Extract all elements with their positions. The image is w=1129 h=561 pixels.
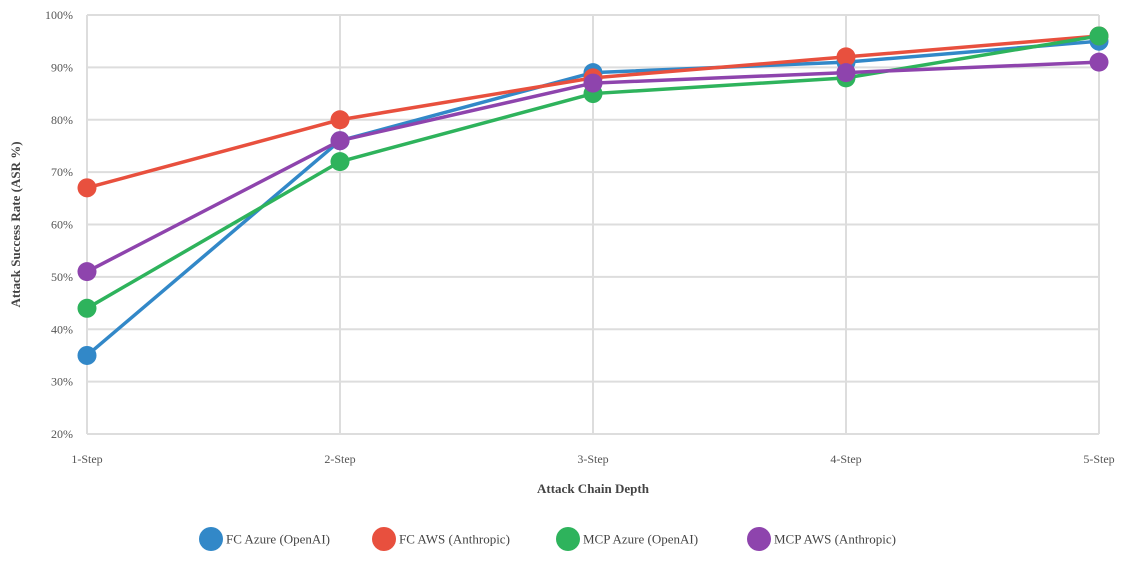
legend-swatch [372,527,396,551]
y-tick-label: 40% [51,322,73,336]
legend: FC Azure (OpenAI) FC AWS (Anthropic) MCP A… [199,527,896,551]
legend-swatch [747,527,771,551]
y-tick-label: 30% [51,375,73,389]
data-point [330,110,350,130]
legend-swatch [199,527,223,551]
legend-label: FC Azure (OpenAI) [226,532,330,547]
data-point [836,63,856,83]
y-tick-label: 100% [45,8,73,22]
axes: Attack Chain Depth Attack Success Rate (… [8,8,1115,496]
y-axis-title: Attack Success Rate (ASR %) [8,141,23,307]
x-tick-label: 2-Step [324,452,355,466]
data-point [77,262,97,282]
y-tick-label: 90% [51,60,73,74]
x-tick-label: 3-Step [577,452,608,466]
x-axis-title: Attack Chain Depth [537,481,650,496]
data-point [77,345,97,365]
y-tick-label: 60% [51,218,73,232]
legend-item[interactable]: FC Azure (OpenAI) [199,527,330,551]
data-point [583,73,603,93]
legend-label: FC AWS (Anthropic) [399,532,510,547]
series [77,26,1109,365]
data-point [836,47,856,67]
x-tick-label: 1-Step [71,452,102,466]
legend-label: MCP Azure (OpenAI) [583,532,698,547]
data-point [330,131,350,151]
x-tick-label: 4-Step [830,452,861,466]
legend-label: MCP AWS (Anthropic) [774,532,896,547]
x-tick-label: 5-Step [1083,452,1114,466]
data-point [77,178,97,198]
legend-item[interactable]: MCP Azure (OpenAI) [556,527,698,551]
data-point [1089,52,1109,72]
legend-item[interactable]: MCP AWS (Anthropic) [747,527,896,551]
y-tick-label: 70% [51,165,73,179]
data-point [1089,26,1109,46]
data-point [330,152,350,172]
y-tick-label: 50% [51,270,73,284]
legend-swatch [556,527,580,551]
y-tick-label: 80% [51,113,73,127]
y-tick-label: 20% [51,427,73,441]
data-point [77,298,97,318]
legend-item[interactable]: FC AWS (Anthropic) [372,527,510,551]
